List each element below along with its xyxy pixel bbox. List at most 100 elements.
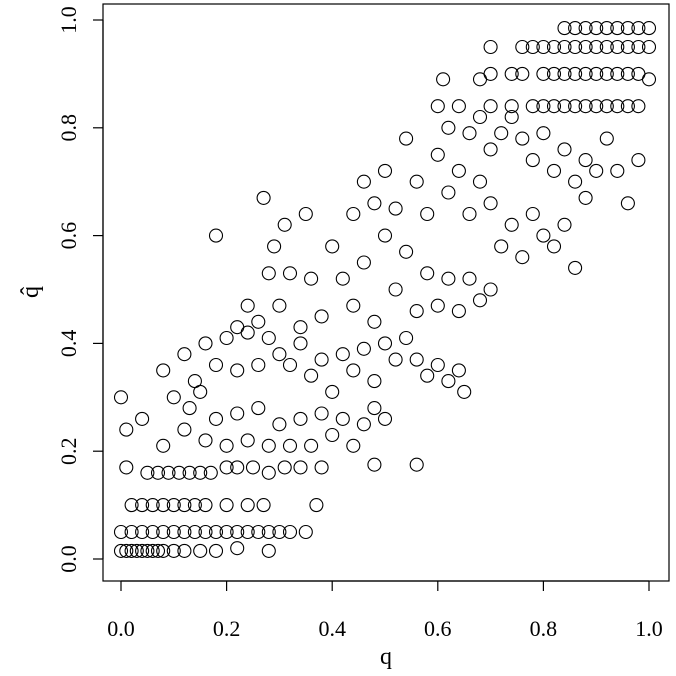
data-point [483, 66, 498, 81]
data-point [119, 460, 134, 475]
data-point [620, 39, 635, 55]
data-point [240, 524, 255, 540]
data-point [135, 411, 150, 426]
data-point [261, 438, 276, 453]
data-point [150, 543, 166, 558]
data-point [256, 190, 271, 205]
data-point [610, 163, 625, 178]
data-point [245, 460, 261, 475]
data-point [568, 99, 583, 114]
data-point [113, 524, 129, 540]
data-point [620, 66, 635, 81]
data-point [589, 66, 604, 81]
data-point [610, 66, 625, 81]
data-point [430, 357, 445, 373]
data-point [641, 72, 657, 87]
data-point [557, 99, 572, 114]
data-point [525, 99, 540, 114]
data-point [156, 498, 171, 513]
data-point [182, 401, 197, 416]
data-point [230, 460, 245, 475]
data-point [377, 163, 393, 178]
x-tick-label: 0.0 [107, 616, 135, 641]
data-point [230, 406, 245, 421]
x-tick-label: 0.6 [424, 616, 452, 641]
data-point [599, 21, 614, 36]
data-point [610, 99, 625, 114]
data-point [208, 357, 224, 373]
data-point [536, 228, 551, 243]
data-points [113, 21, 657, 558]
data-point [335, 411, 350, 426]
data-point [298, 206, 313, 222]
data-point [166, 498, 181, 513]
data-point [261, 543, 276, 558]
data-point [219, 330, 234, 346]
data-point [272, 298, 287, 313]
data-point [409, 352, 424, 367]
data-point [119, 543, 134, 558]
data-point [546, 239, 562, 254]
y-tick-label: 1.0 [56, 6, 81, 34]
data-point [578, 99, 593, 114]
data-point [272, 524, 287, 540]
data-point [230, 524, 245, 540]
data-point [483, 196, 498, 211]
data-point [525, 39, 540, 55]
data-point [325, 384, 340, 399]
data-point [272, 347, 287, 362]
data-point [219, 460, 234, 475]
data-point [441, 120, 456, 135]
data-point [599, 99, 614, 114]
y-tick-label: 0.6 [56, 222, 81, 250]
data-point [198, 336, 213, 351]
data-point [546, 66, 562, 81]
data-point [599, 39, 614, 55]
data-point [462, 271, 477, 286]
data-point [124, 543, 139, 558]
data-point [504, 99, 519, 114]
data-point [388, 201, 403, 216]
data-point [441, 271, 456, 286]
data-point [420, 266, 435, 281]
data-point [346, 438, 361, 453]
data-point [208, 411, 224, 426]
data-point [251, 314, 266, 329]
data-point [219, 524, 234, 540]
data-point [129, 543, 144, 558]
data-point [578, 39, 593, 55]
data-point [177, 498, 192, 513]
data-point [272, 417, 287, 432]
data-point [256, 498, 271, 513]
data-point [335, 347, 350, 362]
data-point [240, 498, 255, 513]
data-point [599, 66, 614, 81]
data-point [388, 282, 403, 297]
x-tick-label: 0.4 [318, 616, 346, 641]
data-point [430, 99, 445, 114]
data-point [483, 282, 498, 297]
data-point [536, 66, 551, 81]
data-point [282, 357, 298, 373]
data-point [335, 271, 350, 286]
data-point [314, 406, 329, 421]
data-point [124, 498, 139, 513]
data-point [525, 153, 540, 168]
data-point [367, 196, 382, 211]
data-point [356, 417, 371, 432]
data-point [420, 368, 435, 383]
data-point [208, 543, 224, 558]
x-tick-label: 1.0 [635, 616, 663, 641]
data-point [240, 433, 255, 448]
data-point [462, 206, 477, 222]
data-point [177, 524, 192, 540]
data-point [457, 384, 472, 399]
data-point [420, 206, 435, 222]
data-point [589, 21, 604, 36]
data-point [156, 524, 171, 540]
data-point [219, 438, 234, 453]
data-point [494, 239, 509, 254]
data-point [261, 524, 276, 540]
data-point [187, 374, 202, 389]
